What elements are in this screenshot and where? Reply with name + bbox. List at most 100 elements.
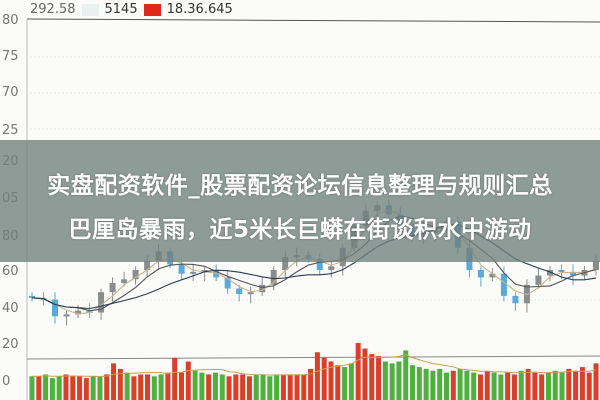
legend-swatch-red [143, 3, 161, 16]
volume-bar [145, 374, 151, 400]
volume-bar [423, 368, 429, 400]
volume-bar [389, 363, 395, 400]
y-tick-label: 70 [2, 85, 19, 100]
volume-bar [471, 372, 477, 400]
candle-body [63, 314, 70, 317]
y-tick-label: 0 [2, 374, 10, 389]
volume-bar [104, 374, 110, 400]
volume-bar [450, 370, 456, 400]
candle-body [489, 273, 496, 278]
volume-bar [457, 368, 463, 400]
candle-body [236, 288, 243, 295]
volume-bar [90, 376, 96, 400]
volume-bar [29, 376, 35, 400]
candle-body [224, 277, 231, 289]
headline-banner [0, 140, 600, 262]
headline-line-1: 实盘配资软件_股票配资论坛信息整理与规则汇总 [47, 173, 553, 199]
volume-bar [240, 374, 246, 400]
volume-bar [498, 374, 504, 400]
legend-value-1: 292.58 [30, 2, 76, 17]
volume-bar [410, 365, 416, 400]
y-tick-label: 20 [2, 337, 19, 352]
volume-bar [545, 372, 551, 400]
chart-legend: 292.58 5145 18.36.645 [30, 0, 233, 19]
candle-body [190, 271, 197, 274]
volume-bar [253, 374, 259, 400]
candle-body [512, 295, 519, 304]
volume-bar [301, 374, 307, 400]
candle-body [178, 264, 185, 274]
volume-bar [335, 365, 341, 400]
y-tick-label: 40 [2, 301, 19, 316]
volume-bar [294, 374, 300, 400]
candle-body [121, 279, 128, 283]
volume-bar [362, 348, 368, 400]
volume-bar [314, 352, 320, 400]
candle-body [546, 270, 553, 276]
volume-bar [308, 368, 314, 400]
volume-bar [484, 370, 490, 400]
volume-bar [403, 350, 409, 400]
volume-bar [165, 372, 171, 400]
legend-swatch-light [81, 3, 99, 16]
volume-bar [321, 357, 327, 400]
volume-bar [505, 372, 511, 400]
candle-body [500, 273, 507, 296]
volume-bar [382, 361, 388, 400]
volume-average-line [32, 354, 597, 378]
volume-bar [355, 343, 361, 400]
volume-bar [172, 357, 178, 400]
candle-body [132, 270, 139, 280]
volume-bar [437, 368, 443, 400]
volume-bar [525, 368, 531, 400]
candle-body [328, 266, 335, 270]
volume-bar [593, 363, 599, 400]
candle-body [477, 270, 484, 278]
volume-bar [185, 361, 191, 400]
volume-bar [192, 370, 198, 400]
volume-bar [342, 367, 348, 400]
volume-bar [444, 372, 450, 400]
volume-bar [559, 372, 565, 400]
volume-bar [491, 372, 497, 400]
volume-bar [97, 376, 103, 400]
volume-bar [49, 378, 55, 400]
candle-body [270, 270, 277, 285]
volume-bar [138, 374, 144, 400]
volume-bar [219, 374, 225, 400]
volume-bar [274, 374, 280, 400]
volume-bar [416, 367, 422, 400]
volume-bar [376, 355, 382, 400]
volume-separator [26, 355, 600, 360]
volume-bar [83, 378, 89, 400]
y-tick-label: 75 [2, 49, 19, 64]
y-tick-label: 60 [2, 264, 19, 279]
candle-body [52, 299, 59, 317]
candle-body [535, 275, 542, 285]
volume-bar [464, 370, 470, 400]
candle-body [144, 260, 151, 270]
volume-bar [369, 354, 375, 400]
volume-bar [56, 376, 62, 400]
legend-value-2: 5145 [104, 2, 138, 17]
candle-body [569, 271, 576, 276]
volume-bar [206, 374, 212, 400]
volume-bar [518, 370, 524, 400]
volume-bar [151, 376, 157, 400]
volume-bar [77, 376, 83, 400]
volume-bar [70, 376, 76, 400]
candle-body [247, 292, 254, 295]
y-tick-label: 25 [2, 123, 19, 138]
volume-bar [178, 372, 184, 400]
volume-bar [511, 374, 517, 400]
candle-body [593, 260, 599, 270]
volume-bar [586, 372, 592, 400]
volume-bar [260, 374, 266, 400]
candle-body [98, 292, 105, 313]
candle-body [75, 310, 82, 315]
volume-bar [36, 376, 42, 400]
volume-bar [280, 374, 286, 400]
volume-bar [566, 368, 572, 400]
volume-bar [396, 361, 402, 400]
candle-body [201, 270, 208, 272]
